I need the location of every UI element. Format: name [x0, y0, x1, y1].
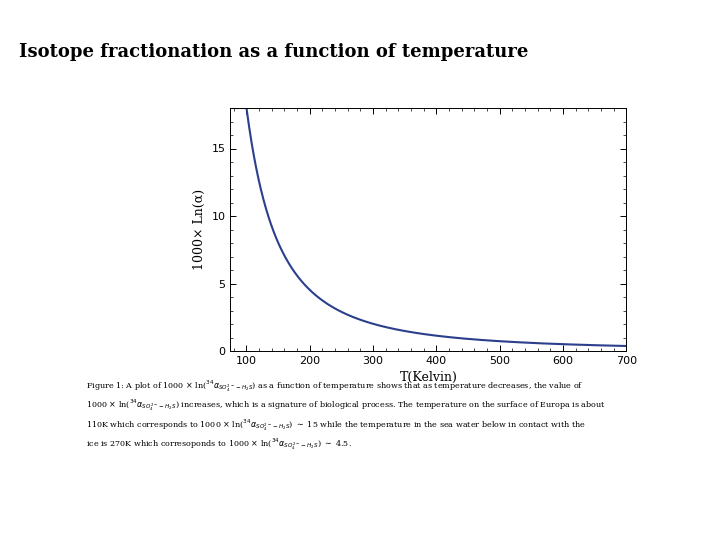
Y-axis label: 1000× Ln(α): 1000× Ln(α): [193, 189, 206, 270]
Text: ice is 270K which corresoponds to 1000 $\times$ ln($^{34}\alpha_{SO_4^{2-}-H_2S}: ice is 270K which corresoponds to 1000 $…: [86, 436, 352, 452]
Text: Figure 1: A plot of 1000 $\times$ ln($^{34}\alpha_{SO_4^{2-}-H_2S}$) as a functi: Figure 1: A plot of 1000 $\times$ ln($^{…: [86, 378, 584, 394]
Text: Isotope fractionation as a function of temperature: Isotope fractionation as a function of t…: [19, 43, 528, 61]
Text: 1000 $\times$ ln($^{34}\alpha_{SO_4^{2-}-H_2S}$) increases, which is a signature: 1000 $\times$ ln($^{34}\alpha_{SO_4^{2-}…: [86, 397, 606, 413]
X-axis label: T(Kelvin): T(Kelvin): [400, 372, 457, 384]
Text: 110K which corresponds to 1000 $\times$ ln($^{34}\alpha_{SO_4^{2-}-H_2S}$) $\sim: 110K which corresponds to 1000 $\times$ …: [86, 417, 586, 433]
